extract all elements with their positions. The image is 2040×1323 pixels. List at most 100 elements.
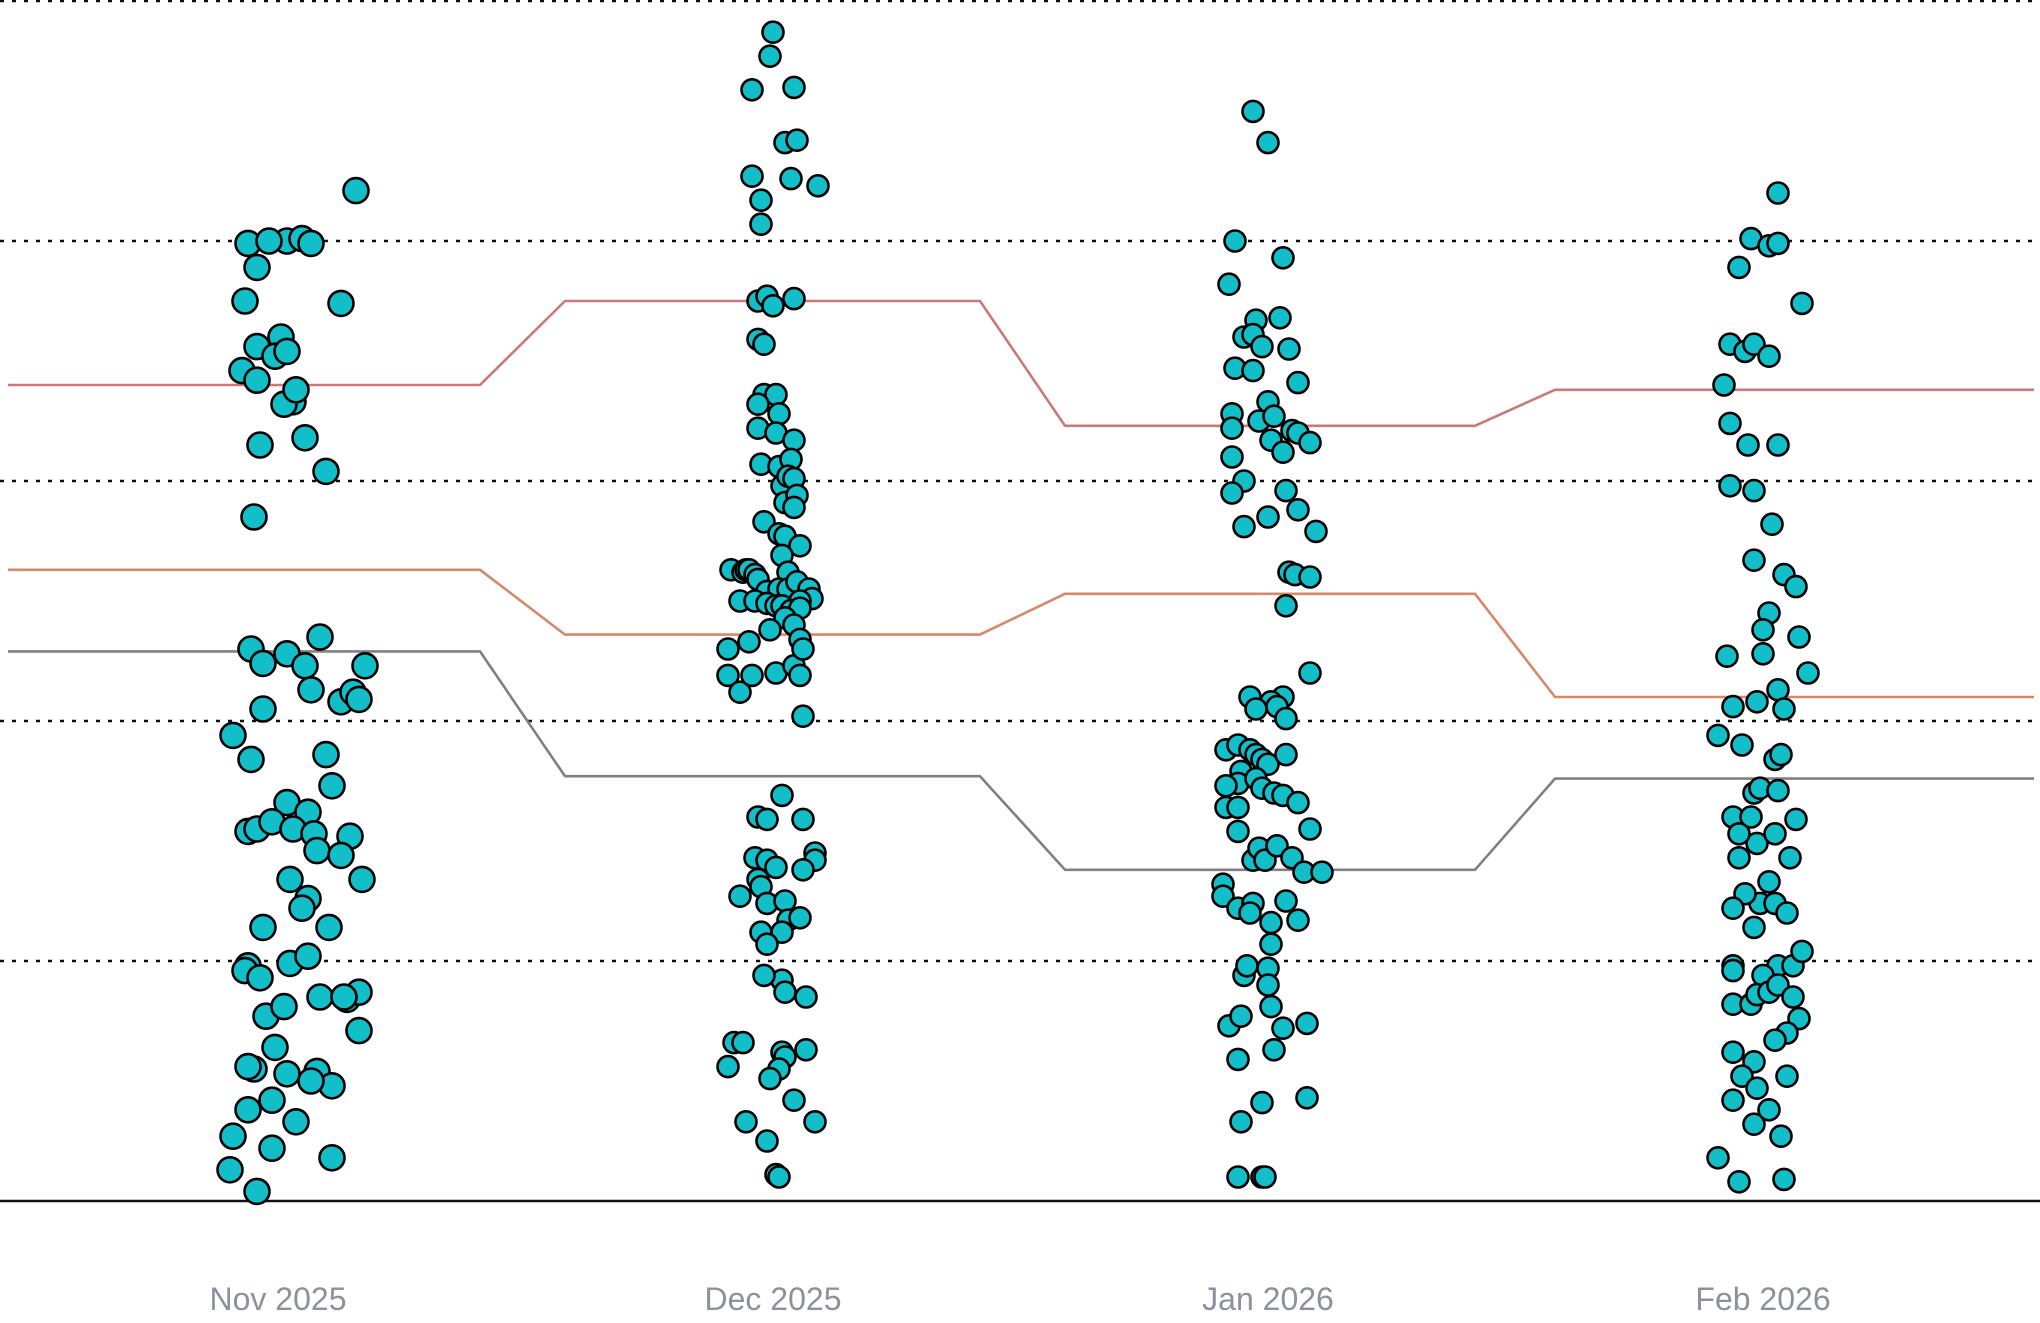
data-point xyxy=(731,1030,755,1055)
data-point xyxy=(1226,819,1250,844)
data-point xyxy=(246,963,274,992)
data-point xyxy=(716,663,740,688)
data-point xyxy=(1271,440,1295,465)
data-point xyxy=(1298,565,1322,589)
data-point xyxy=(716,637,740,661)
data-point xyxy=(767,401,791,426)
data-point xyxy=(243,253,271,282)
data-point xyxy=(312,457,340,486)
data-point xyxy=(216,1156,244,1184)
data-point xyxy=(773,889,797,913)
data-point xyxy=(1727,821,1751,846)
data-point xyxy=(1265,833,1289,858)
data-point xyxy=(1706,1146,1730,1170)
data-point xyxy=(1745,831,1769,856)
data-point xyxy=(1259,994,1283,1019)
data-point xyxy=(1256,130,1280,155)
reference-line xyxy=(8,299,2034,428)
data-point xyxy=(1784,807,1808,832)
data-point xyxy=(1226,1047,1250,1072)
data-point xyxy=(1241,99,1265,124)
gridlines xyxy=(0,0,2040,963)
data-point xyxy=(297,1067,325,1095)
data-point xyxy=(1796,661,1820,685)
data-point xyxy=(794,985,818,1009)
data-point xyxy=(764,855,788,880)
data-point xyxy=(752,509,776,534)
data-point xyxy=(1268,305,1292,330)
x-axis-tick-labels: Nov 2025 Dec 2025 Jan 2026 Feb 2026 xyxy=(210,1281,1831,1317)
data-point xyxy=(1274,478,1298,503)
data-point xyxy=(755,1129,779,1153)
data-point xyxy=(740,663,764,688)
data-point xyxy=(740,164,764,188)
data-point xyxy=(1775,1064,1799,1088)
data-point xyxy=(303,836,331,865)
data-point xyxy=(276,865,304,894)
data-point xyxy=(1274,593,1298,618)
data-point xyxy=(255,227,283,255)
data-point xyxy=(761,293,785,318)
data-point xyxy=(1235,953,1259,978)
x-tick-label: Feb 2026 xyxy=(1695,1281,1830,1317)
data-point xyxy=(1730,733,1754,757)
data-point xyxy=(318,771,346,800)
data-point xyxy=(294,942,322,971)
data-point xyxy=(1274,742,1298,767)
data-points xyxy=(216,20,1820,1206)
data-point xyxy=(758,1066,782,1091)
data-point xyxy=(1274,706,1298,731)
data-point xyxy=(1277,337,1301,361)
data-point xyxy=(1262,404,1286,429)
data-point xyxy=(728,884,752,909)
data-point xyxy=(1304,519,1328,544)
data-point xyxy=(1766,973,1790,997)
data-point xyxy=(782,495,806,520)
data-point xyxy=(1715,644,1739,669)
data-point xyxy=(1766,433,1790,457)
data-point xyxy=(1736,433,1760,457)
data-point xyxy=(288,894,316,923)
data-point xyxy=(1787,625,1811,649)
data-point xyxy=(1757,1098,1781,1122)
data-point xyxy=(273,1060,301,1088)
data-point xyxy=(261,1033,289,1062)
data-point xyxy=(1256,505,1280,529)
data-point xyxy=(1727,845,1751,870)
data-point xyxy=(297,229,325,258)
data-point xyxy=(1232,514,1256,539)
data-point xyxy=(788,533,812,558)
data-point xyxy=(318,1144,346,1172)
data-point xyxy=(755,932,779,957)
data-point xyxy=(791,857,815,882)
data-point xyxy=(1775,901,1799,925)
data-point xyxy=(291,423,319,452)
data-point xyxy=(1250,334,1274,359)
data-point xyxy=(737,629,761,654)
data-point xyxy=(749,212,773,236)
data-point xyxy=(1256,973,1280,997)
data-point xyxy=(746,392,770,417)
data-point xyxy=(1766,778,1790,803)
data-point xyxy=(1298,817,1322,841)
data-point xyxy=(1217,272,1241,297)
data-point xyxy=(1298,430,1322,455)
data-point xyxy=(758,44,782,69)
data-point xyxy=(740,78,764,102)
data-point xyxy=(782,75,806,100)
data-point xyxy=(1229,1004,1253,1029)
data-point xyxy=(1769,742,1793,767)
data-point xyxy=(752,963,776,988)
data-point xyxy=(1241,358,1265,383)
data-point xyxy=(342,176,370,205)
data-point xyxy=(1790,291,1814,316)
data-point xyxy=(1763,1028,1787,1052)
data-point xyxy=(1262,1038,1286,1062)
x-tick-label: Dec 2025 xyxy=(705,1281,842,1317)
data-point xyxy=(1310,860,1334,885)
data-point xyxy=(1298,661,1322,685)
data-point xyxy=(1778,845,1802,870)
data-point xyxy=(1226,1165,1250,1189)
data-point xyxy=(234,1096,262,1124)
reference-line xyxy=(8,568,2034,699)
